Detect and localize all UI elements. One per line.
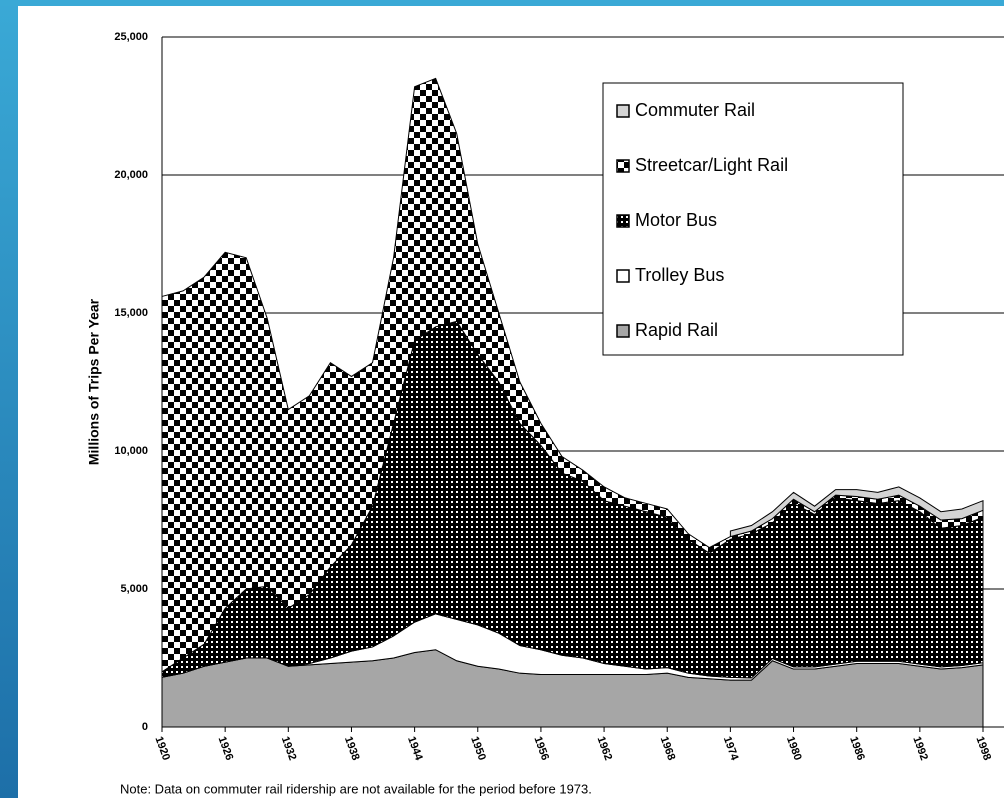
legend-box <box>602 82 904 356</box>
legend-swatch <box>616 104 630 118</box>
y-tick-label: 5,000 <box>120 583 148 595</box>
y-tick-label: 0 <box>142 721 148 733</box>
legend-label: Commuter Rail <box>635 100 755 120</box>
legend-label: Rapid Rail <box>635 320 718 340</box>
area <box>161 77 984 673</box>
x-tick-label: 1980 <box>784 735 804 762</box>
x-tick-label: 1974 <box>721 735 741 763</box>
area <box>729 486 984 538</box>
x-tick-label: 1962 <box>595 735 615 762</box>
legend-swatch <box>616 324 630 338</box>
legend-label: Trolley Bus <box>635 265 724 285</box>
legend-swatch <box>616 269 630 283</box>
legend-swatch <box>616 159 630 173</box>
x-tick-label: 1920 <box>152 735 172 762</box>
x-tick-label: 1944 <box>405 735 425 763</box>
legend-swatch <box>616 214 630 228</box>
legend-label: Streetcar/Light Rail <box>635 155 788 175</box>
y-tick-label: 15,000 <box>114 307 148 319</box>
x-tick-label: 1950 <box>468 735 488 762</box>
x-tick-label: 1932 <box>279 735 299 762</box>
y-tick-label: 20,000 <box>114 169 148 181</box>
y-tick-label: 25,000 <box>114 31 148 43</box>
x-tick-label: 1998 <box>973 735 993 762</box>
x-tick-label: 1926 <box>216 735 236 762</box>
side-border <box>0 0 18 798</box>
x-tick-label: 1968 <box>658 735 678 762</box>
x-tick-label: 1956 <box>531 735 551 762</box>
note: Note: Data on commuter rail ridership ar… <box>120 781 592 796</box>
x-tick-label: 1992 <box>910 735 930 762</box>
legend-label: Motor Bus <box>635 210 717 230</box>
y-tick-label: 10,000 <box>114 445 148 457</box>
x-tick-label: 1986 <box>847 735 867 762</box>
x-tick-label: 1938 <box>342 735 362 762</box>
top-border <box>0 0 1004 6</box>
y-axis-label: Millions of Trips Per Year <box>86 298 102 465</box>
